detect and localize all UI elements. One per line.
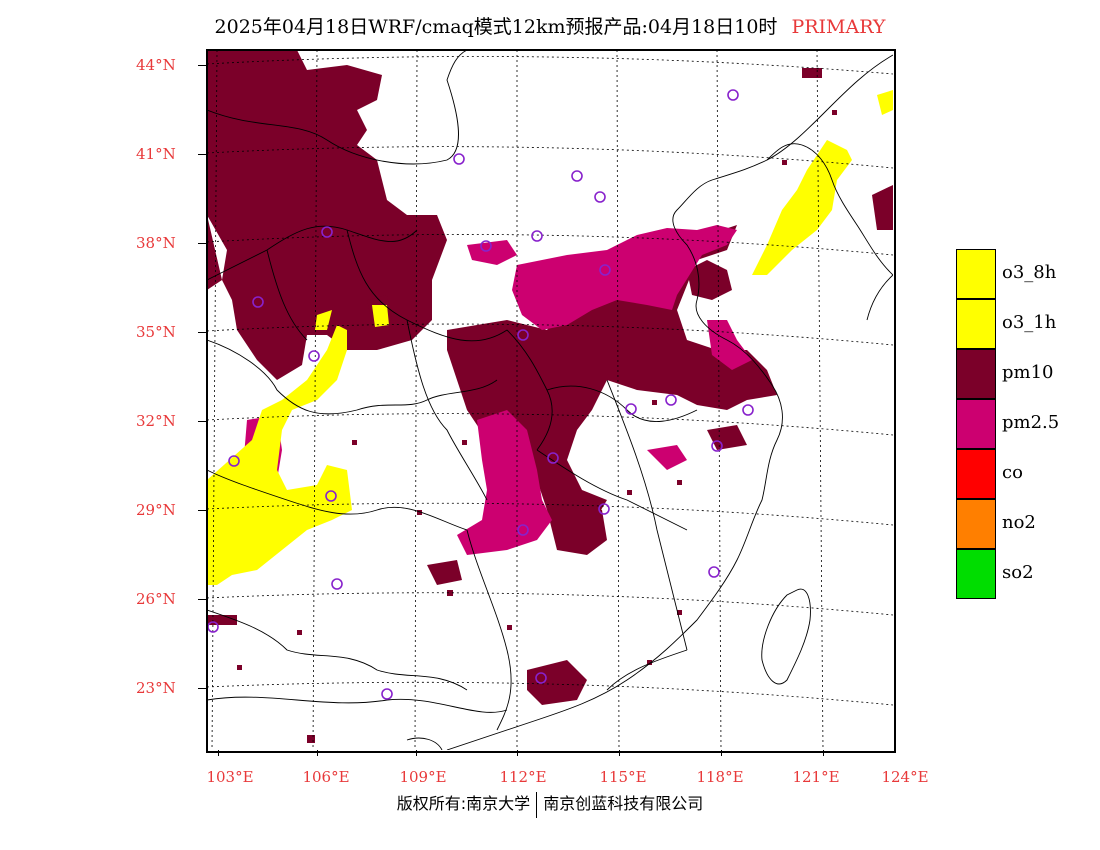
pollutant-map [207, 50, 893, 750]
lat-label-26: 26°N [136, 590, 176, 608]
legend-label: so2 [1002, 562, 1034, 583]
lat-tick [198, 332, 206, 333]
legend-swatch [956, 349, 996, 399]
legend-label: o3_1h [1002, 312, 1057, 333]
lon-label-106: 106°E [302, 768, 350, 786]
map-title: 2025年04月18日WRF/cmaq模式12km预报产品:04月18日10时 P… [0, 12, 1100, 39]
lat-tick [198, 154, 206, 155]
lon-tick [517, 750, 518, 756]
lat-tick [198, 421, 206, 422]
lon-tick [823, 750, 824, 756]
lon-label-115: 115°E [599, 768, 647, 786]
lat-label-38: 38°N [136, 234, 176, 252]
lat-tick [198, 688, 206, 689]
pm10-speckles [212, 110, 837, 743]
legend-label: o3_8h [1002, 262, 1057, 283]
footer-divider [536, 791, 538, 818]
lon-tick [218, 750, 219, 756]
lat-tick [198, 65, 206, 66]
lon-tick [317, 750, 318, 756]
graticule [207, 50, 893, 750]
lon-label-112: 112°E [499, 768, 547, 786]
legend-swatch [956, 299, 996, 349]
copyright-footer: 版权所有:南京大学 南京创蓝科技有限公司 [0, 790, 1100, 818]
lat-tick [198, 510, 206, 511]
legend-swatch [956, 499, 996, 549]
o3-regions [207, 90, 893, 585]
lat-label-44: 44°N [136, 56, 176, 74]
lat-label-32: 32°N [136, 412, 176, 430]
copyright-left: 版权所有:南京大学 [396, 794, 531, 813]
lon-label-124: 124°E [881, 768, 929, 786]
lat-label-35: 35°N [136, 323, 176, 341]
lon-tick [619, 750, 620, 756]
legend-label: co [1002, 462, 1023, 483]
boundaries [207, 50, 893, 750]
lon-label-103: 103°E [206, 768, 254, 786]
legend-label: pm10 [1002, 362, 1054, 383]
legend-label: no2 [1002, 512, 1036, 533]
lat-label-29: 29°N [136, 501, 176, 519]
city-markers [207, 89, 754, 700]
lon-tick [721, 750, 722, 756]
copyright-right: 南京创蓝科技有限公司 [543, 794, 704, 813]
legend-swatch [956, 249, 996, 299]
lat-label-23: 23°N [136, 679, 176, 697]
legend-swatch [956, 399, 996, 449]
title-main: 2025年04月18日WRF/cmaq模式12km预报产品:04月18日10时 [214, 16, 778, 38]
legend-label: pm2.5 [1002, 412, 1060, 433]
legend-swatch [956, 449, 996, 499]
lon-label-118: 118°E [696, 768, 744, 786]
primary-tag: PRIMARY [791, 16, 886, 38]
lon-label-109: 109°E [399, 768, 447, 786]
legend-swatch [956, 549, 996, 599]
lon-tick [416, 750, 417, 756]
lon-label-121: 121°E [792, 768, 840, 786]
lat-tick [198, 599, 206, 600]
lat-tick [198, 243, 206, 244]
map-canvas [207, 50, 893, 750]
lat-label-41: 41°N [136, 145, 176, 163]
